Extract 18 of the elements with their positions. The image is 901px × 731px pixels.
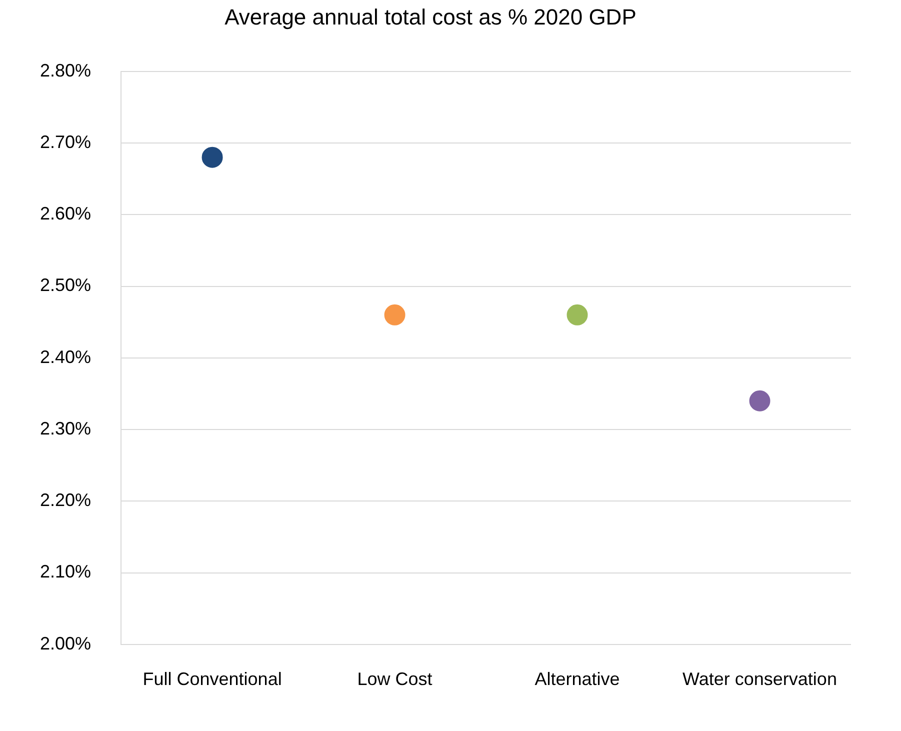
y-tick-label: 2.00% <box>40 633 92 654</box>
point <box>202 146 223 168</box>
y-tick-label: 2.40% <box>40 346 92 367</box>
point <box>566 304 588 326</box>
point <box>384 304 406 326</box>
x-tick-label: Alternative <box>534 669 620 690</box>
y-tick-label: 2.20% <box>40 490 92 510</box>
y-tick-label: 2.10% <box>40 562 92 582</box>
y-tick-label: 2.70% <box>40 132 92 152</box>
chart-title: Average annual total cost as % 2020 GDP <box>224 4 636 30</box>
x-tick-label: Low Cost <box>357 669 432 690</box>
y-tick-label: 2.60% <box>40 204 92 224</box>
y-tick-label: 2.50% <box>40 275 92 296</box>
point <box>749 390 770 412</box>
x-tick-label: Water conservation <box>682 669 837 690</box>
y-tick-label: 2.80% <box>40 60 92 80</box>
x-tick-label: Full Conventional <box>142 669 282 690</box>
y-tick-label: 2.30% <box>40 418 92 438</box>
